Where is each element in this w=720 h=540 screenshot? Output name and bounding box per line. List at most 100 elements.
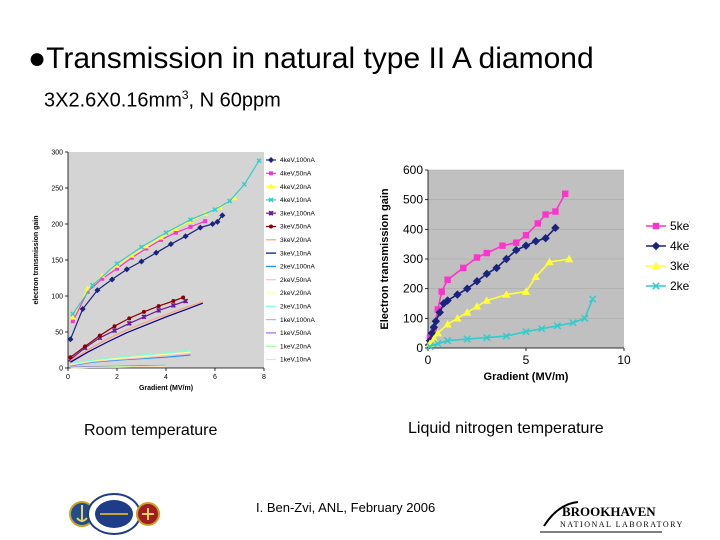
data-point-0-2	[172, 226, 179, 232]
footer-text: I. Ben-Zvi, ANL, February 2006	[256, 500, 436, 515]
data-point-1-0	[460, 264, 467, 272]
data-point-1-2	[521, 287, 531, 295]
data-point-1-1	[463, 284, 472, 293]
data-point-1-0	[534, 220, 541, 227]
legend-entry-0-7: 3keV,10nA	[280, 250, 312, 257]
data-point-0-5	[156, 304, 161, 309]
data-point-1-3	[443, 336, 452, 345]
data-point-0-1	[173, 230, 178, 235]
y-tick-label-0: 50	[55, 329, 63, 336]
legend-entry-0-4: 3keV,100nA	[280, 210, 315, 217]
data-point-1-2	[482, 296, 491, 304]
data-point-0-1	[115, 266, 119, 271]
subtitle-tail: , N 60ppm	[188, 89, 281, 112]
data-point-0-4	[170, 302, 176, 308]
legend-entry-0-9: 2keV,50nA	[280, 277, 312, 284]
brookhaven-logo	[540, 501, 662, 533]
data-point-1-1	[492, 263, 501, 273]
legend-swatch-marker-0-0	[268, 157, 274, 163]
data-point-0-0	[219, 212, 226, 219]
legend-entry-0-11: 2keV,10nA	[280, 303, 312, 310]
data-point-1-3	[553, 322, 562, 330]
data-point-0-0	[214, 218, 221, 225]
data-point-1-1	[443, 296, 452, 305]
data-point-0-2	[69, 314, 76, 320]
data-point-0-3	[187, 217, 194, 223]
data-point-1-2	[472, 302, 482, 310]
data-point-0-1	[159, 237, 164, 242]
caption-liquid-nitrogen: Liquid nitrogen temperature	[408, 420, 604, 437]
plot-area-0	[68, 152, 264, 368]
y-tick-label-1: 200	[403, 282, 423, 296]
y-tick-label-0: 300	[51, 149, 63, 156]
data-point-1-0	[522, 232, 530, 239]
data-point-0-5	[141, 309, 146, 314]
data-point-1-1	[431, 317, 441, 326]
legend-swatch-marker-0-5	[269, 224, 273, 229]
x-tick-label-0: 8	[262, 374, 266, 381]
legend-swatch-marker-0-4	[268, 210, 274, 216]
data-point-1-0	[438, 288, 445, 295]
legend-swatch-marker-1-3	[652, 282, 660, 290]
data-point-0-5	[171, 299, 176, 304]
y-tick-label-1: 600	[403, 163, 423, 177]
data-point-0-2	[128, 252, 135, 258]
legend-entry-0-8: 2keV,100nA	[280, 264, 315, 271]
data-point-0-3	[70, 311, 76, 317]
x-tick-label-1: 0	[425, 353, 432, 367]
title-bullet: ●	[28, 42, 47, 75]
data-point-1-3	[581, 314, 589, 323]
y-tick-label-0: 200	[51, 221, 63, 228]
legend-entry-0-2: 4keV,20nA	[280, 184, 312, 191]
legend-swatch-marker-1-2	[651, 261, 661, 270]
brookhaven-subtitle: NATIONAL LABORATORY	[560, 520, 684, 529]
x-tick-label-1: 10	[617, 353, 631, 367]
caption-room-temperature: Room temperature	[84, 422, 218, 439]
series-line-0-9	[70, 353, 191, 366]
series-line-0-15	[70, 366, 166, 369]
data-point-1-1	[521, 241, 531, 250]
legend-entry-1-2: 3keV	[670, 259, 690, 273]
data-point-0-2	[99, 272, 106, 278]
data-point-1-0	[444, 276, 451, 283]
data-point-0-5	[97, 333, 102, 338]
data-point-0-3	[212, 207, 218, 213]
data-point-1-3	[569, 319, 577, 327]
y-axis-label-1: Electron transmission gain	[379, 188, 391, 329]
x-axis-label-0: Gradient (MV/m)	[139, 385, 193, 392]
legend-entry-0-13: 1keV,50nA	[280, 330, 312, 337]
data-point-1-3	[522, 327, 530, 336]
legend-entry-1-1: 4keV	[670, 239, 690, 253]
series-line-0-3	[72, 160, 260, 315]
data-point-1-2	[502, 290, 511, 298]
series-line-0-10	[70, 351, 191, 365]
legend-entry-0-14: 1keV,20nA	[280, 343, 312, 350]
legend-entry-0-10: 2keV,20nA	[280, 290, 312, 297]
y-tick-label-0: 250	[51, 185, 63, 192]
title-text: Transmission in natural type II A diamon…	[46, 42, 594, 75]
data-point-0-1	[188, 224, 193, 229]
series-line-1-3	[429, 298, 594, 348]
data-point-0-4	[126, 320, 132, 326]
data-point-1-3	[463, 335, 471, 343]
data-point-0-0	[123, 266, 130, 273]
data-point-0-0	[182, 233, 189, 240]
x-tick-label-1: 5	[523, 353, 530, 367]
data-point-1-1	[472, 277, 482, 286]
data-point-0-4	[112, 328, 118, 334]
data-point-1-3	[588, 295, 597, 303]
data-point-0-0	[67, 336, 74, 343]
data-point-0-3	[241, 181, 247, 187]
data-point-1-2	[443, 320, 452, 328]
data-point-1-0	[483, 249, 490, 257]
legend-swatch-marker-0-2	[268, 183, 274, 189]
data-point-0-4	[183, 298, 189, 304]
data-point-1-3	[502, 332, 511, 340]
data-point-0-0	[197, 224, 204, 231]
legend-entry-1-3: 2keV	[670, 279, 690, 293]
data-point-1-2	[433, 328, 442, 337]
data-point-0-5	[112, 324, 117, 329]
y-tick-label-0: 150	[51, 257, 63, 264]
data-point-1-0	[542, 211, 549, 218]
data-point-1-0	[499, 242, 506, 249]
